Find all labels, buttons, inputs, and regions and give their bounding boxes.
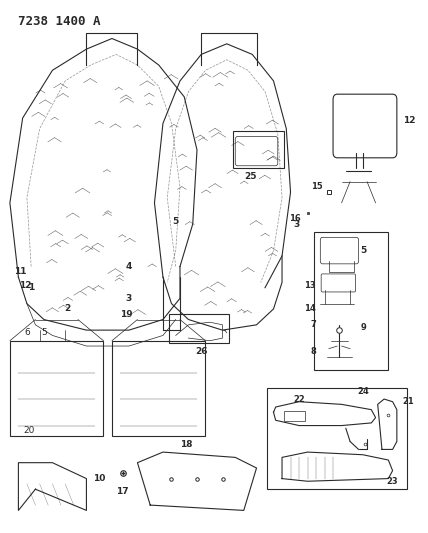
Text: 10: 10	[93, 474, 105, 483]
Text: 2: 2	[64, 304, 71, 313]
Text: 19: 19	[121, 310, 133, 319]
Bar	[267, 389, 407, 489]
Text: 9: 9	[361, 323, 366, 332]
Text: 1: 1	[28, 283, 34, 292]
Text: 14: 14	[304, 304, 316, 313]
Text: 5: 5	[41, 328, 47, 337]
Text: 12: 12	[403, 116, 416, 125]
Text: 26: 26	[195, 347, 208, 356]
Text: 6: 6	[24, 328, 30, 337]
Text: 3: 3	[294, 220, 300, 229]
Bar	[169, 314, 229, 343]
Bar	[284, 411, 306, 421]
Text: 20: 20	[24, 426, 35, 435]
Text: 7: 7	[310, 320, 316, 329]
Text: 17: 17	[116, 487, 129, 496]
Text: 16: 16	[289, 214, 301, 223]
Bar	[112, 341, 205, 436]
Text: 11: 11	[15, 268, 27, 276]
Text: 25: 25	[244, 172, 256, 181]
Text: 7238 1400 A: 7238 1400 A	[18, 14, 101, 28]
Text: 5: 5	[361, 246, 367, 255]
Text: 23: 23	[386, 477, 398, 486]
Text: 22: 22	[293, 395, 305, 405]
Bar	[10, 341, 104, 436]
Text: 15: 15	[311, 182, 322, 191]
Text: 12: 12	[19, 280, 31, 289]
Text: 3: 3	[126, 294, 132, 303]
Text: 13: 13	[304, 280, 316, 289]
Text: 5: 5	[172, 217, 179, 226]
Text: 8: 8	[310, 347, 316, 356]
Text: 18: 18	[180, 440, 193, 449]
Bar	[233, 131, 284, 168]
Text: 21: 21	[402, 397, 414, 406]
Text: 24: 24	[358, 386, 369, 395]
Bar	[314, 232, 388, 370]
Text: 4: 4	[126, 262, 132, 271]
